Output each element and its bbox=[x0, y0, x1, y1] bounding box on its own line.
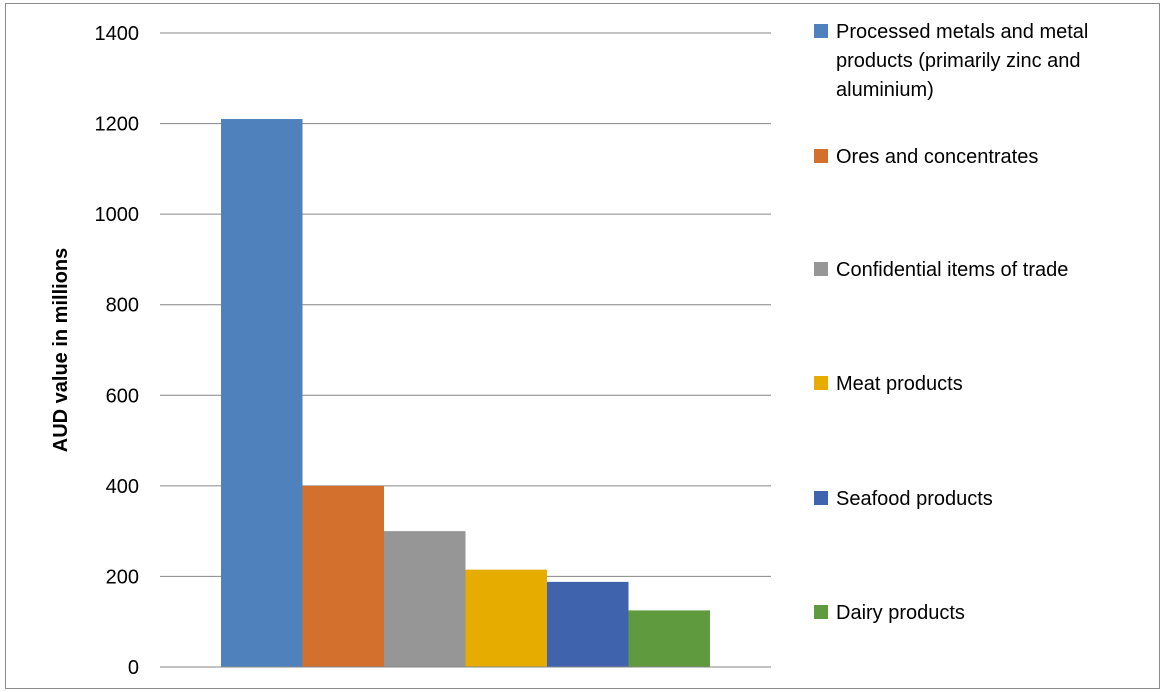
legend-entry: Ores and concentrates bbox=[814, 146, 1038, 168]
y-tick-label: 1000 bbox=[95, 204, 140, 226]
legend-swatch bbox=[814, 376, 828, 390]
y-axis-ticks: 0 200 400 600 800 1000 1200 1400 bbox=[95, 23, 140, 679]
y-tick-label: 1200 bbox=[95, 114, 140, 136]
legend-entry: Seafood products bbox=[814, 488, 993, 510]
y-tick-label: 200 bbox=[106, 566, 139, 588]
legend-label: Seafood products bbox=[836, 488, 993, 510]
legend-label: Confidential items of trade bbox=[836, 259, 1068, 281]
legend-entry: Processed metals and metal products (prim… bbox=[814, 21, 1088, 101]
bar-meat-products bbox=[465, 569, 547, 667]
legend-swatch bbox=[814, 491, 828, 505]
legend-swatch bbox=[814, 605, 828, 619]
legend-label: Meat products bbox=[836, 373, 963, 395]
bar-processed-metals-and-metal-products-primarily-zinc-and-aluminium bbox=[221, 119, 303, 668]
legend: Processed metals and metal products (prim… bbox=[814, 21, 1088, 624]
legend-entry: Confidential items of trade bbox=[814, 259, 1068, 281]
legend-label: aluminium) bbox=[836, 79, 934, 101]
bar-ores-and-concentrates bbox=[302, 485, 384, 667]
y-axis-label: AUD value in millions bbox=[50, 248, 72, 452]
y-tick-label: 600 bbox=[106, 385, 139, 407]
bar-confidential-items-of-trade bbox=[384, 531, 466, 667]
y-tick-label: 400 bbox=[106, 476, 139, 498]
legend-label: Processed metals and metal bbox=[836, 21, 1088, 43]
y-tick-label: 1400 bbox=[95, 23, 140, 45]
chart-frame bbox=[5, 3, 1160, 689]
legend-label: Ores and concentrates bbox=[836, 146, 1038, 168]
legend-swatch bbox=[814, 149, 828, 163]
legend-label: products (primarily zinc and bbox=[836, 50, 1081, 72]
bars bbox=[221, 119, 710, 668]
legend-entry: Dairy products bbox=[814, 602, 965, 624]
legend-swatch bbox=[814, 24, 828, 38]
legend-label: Dairy products bbox=[836, 602, 965, 624]
bar-dairy-products bbox=[628, 610, 710, 667]
y-tick-label: 0 bbox=[128, 657, 139, 679]
legend-entry: Meat products bbox=[814, 373, 963, 395]
y-tick-label: 800 bbox=[106, 295, 139, 317]
legend-swatch bbox=[814, 262, 828, 276]
bar-seafood-products bbox=[547, 581, 629, 667]
